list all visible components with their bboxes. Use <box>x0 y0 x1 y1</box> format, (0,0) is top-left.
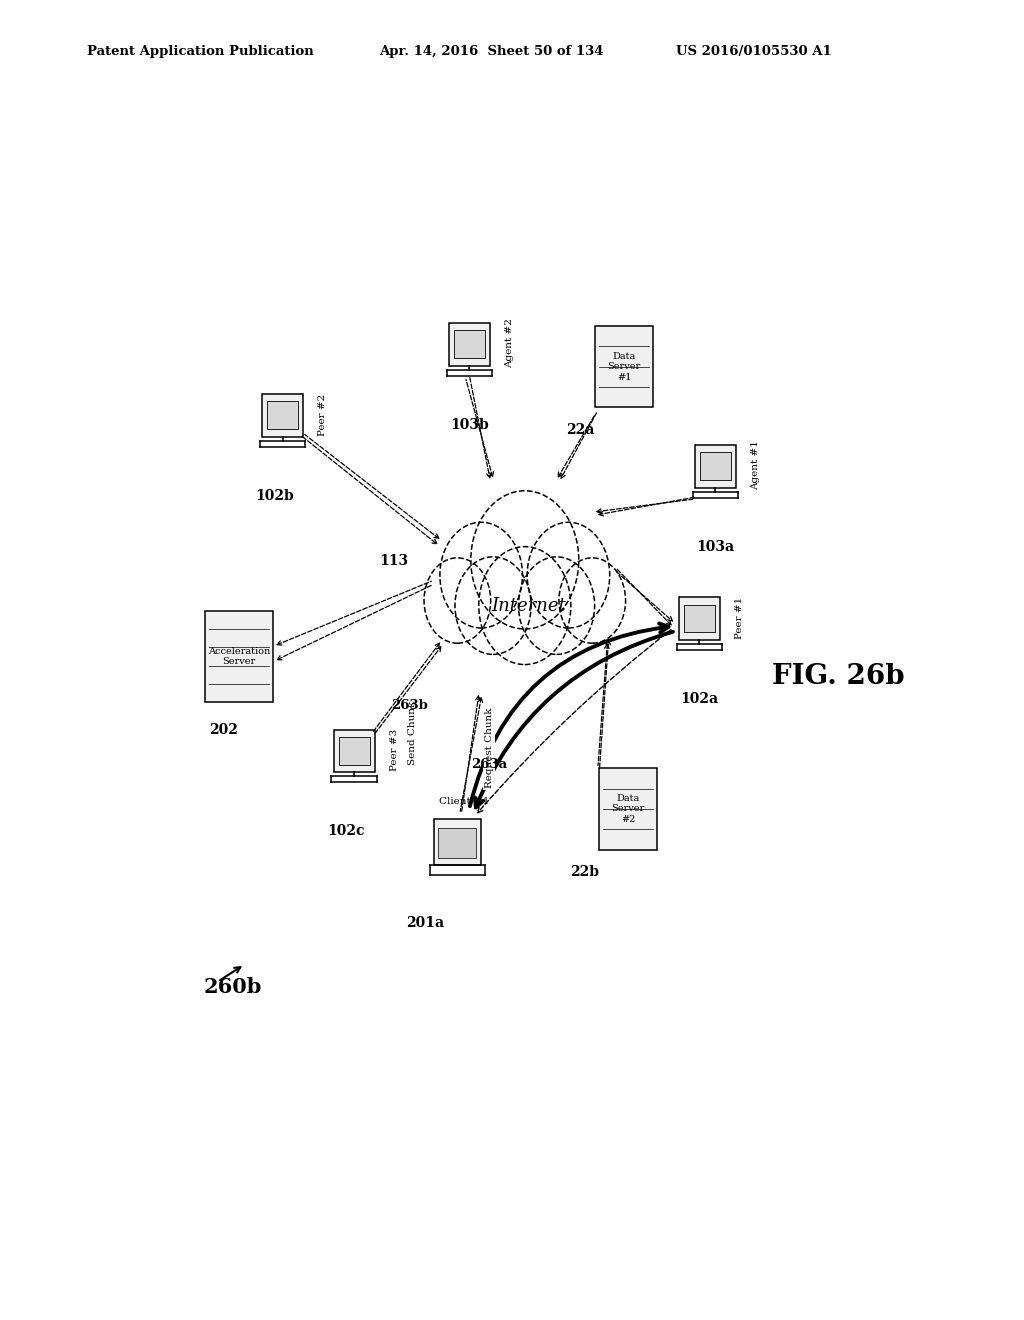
Text: Client #1: Client #1 <box>438 797 488 805</box>
FancyArrowPatch shape <box>598 644 609 766</box>
Circle shape <box>479 546 570 664</box>
Circle shape <box>424 558 490 643</box>
Text: 102c: 102c <box>328 824 365 838</box>
FancyArrowPatch shape <box>599 498 694 516</box>
Circle shape <box>455 557 531 655</box>
Bar <box>699 453 731 480</box>
FancyArrowPatch shape <box>477 630 671 813</box>
FancyArrowPatch shape <box>375 647 441 734</box>
Bar <box>438 828 476 858</box>
Text: 263b: 263b <box>391 700 428 713</box>
Bar <box>262 395 303 437</box>
Text: Peer #2: Peer #2 <box>318 393 328 436</box>
Text: Peer #3: Peer #3 <box>390 729 399 771</box>
Circle shape <box>518 557 595 655</box>
FancyArrowPatch shape <box>276 586 431 660</box>
Text: Data
Server
#2: Data Server #2 <box>611 795 644 824</box>
Text: Data
Server
#1: Data Server #1 <box>607 352 641 381</box>
FancyArrowPatch shape <box>616 572 673 622</box>
Bar <box>339 737 370 764</box>
FancyArrowPatch shape <box>302 437 437 544</box>
Bar <box>206 611 272 702</box>
Text: 22a: 22a <box>566 422 595 437</box>
FancyArrowPatch shape <box>600 640 610 767</box>
Text: 201a: 201a <box>407 916 444 929</box>
FancyArrowPatch shape <box>278 581 431 645</box>
Text: Acceleration
Server: Acceleration Server <box>208 647 270 667</box>
FancyArrowPatch shape <box>470 378 492 478</box>
Bar <box>599 768 656 850</box>
Bar <box>433 818 481 865</box>
Text: Send Chunk: Send Chunk <box>408 701 417 764</box>
FancyArrowPatch shape <box>561 413 597 478</box>
FancyArrowPatch shape <box>460 698 482 812</box>
Text: 103a: 103a <box>696 540 734 553</box>
Text: Apr. 14, 2016  Sheet 50 of 134: Apr. 14, 2016 Sheet 50 of 134 <box>379 45 603 58</box>
Text: Agent #2: Agent #2 <box>505 318 514 368</box>
Text: 113: 113 <box>379 554 409 568</box>
Text: Agent #1: Agent #1 <box>751 441 760 490</box>
Bar <box>267 401 298 429</box>
FancyArrowPatch shape <box>597 499 692 513</box>
FancyArrowPatch shape <box>475 632 673 808</box>
Bar <box>694 445 736 487</box>
Text: 103b: 103b <box>450 417 488 432</box>
Bar <box>334 730 375 772</box>
Bar <box>454 330 484 358</box>
Text: Peer #1: Peer #1 <box>735 597 744 639</box>
Text: 22b: 22b <box>569 865 599 879</box>
FancyArrowPatch shape <box>462 696 480 812</box>
Text: Internet: Internet <box>492 597 566 615</box>
Bar <box>449 323 489 366</box>
Circle shape <box>440 523 522 628</box>
Text: 102b: 102b <box>255 488 294 503</box>
FancyArrowPatch shape <box>374 643 439 731</box>
FancyArrowPatch shape <box>558 414 595 477</box>
Circle shape <box>527 523 609 628</box>
Circle shape <box>471 491 579 630</box>
FancyArrowPatch shape <box>470 623 669 807</box>
Bar <box>679 598 720 640</box>
Text: Request Chunk: Request Chunk <box>484 708 494 788</box>
Text: 102a: 102a <box>680 692 719 706</box>
FancyArrowPatch shape <box>305 434 439 539</box>
Text: FIG. 26b: FIG. 26b <box>772 663 904 690</box>
Circle shape <box>559 558 626 643</box>
Text: 263a: 263a <box>471 758 507 771</box>
Text: US 2016/0105530 A1: US 2016/0105530 A1 <box>676 45 831 58</box>
Bar <box>595 326 652 408</box>
Bar <box>684 605 715 632</box>
Text: 260b: 260b <box>204 977 262 997</box>
Text: 202: 202 <box>209 722 238 737</box>
Text: Patent Application Publication: Patent Application Publication <box>87 45 313 58</box>
FancyArrowPatch shape <box>466 380 494 477</box>
FancyArrowPatch shape <box>616 568 671 624</box>
